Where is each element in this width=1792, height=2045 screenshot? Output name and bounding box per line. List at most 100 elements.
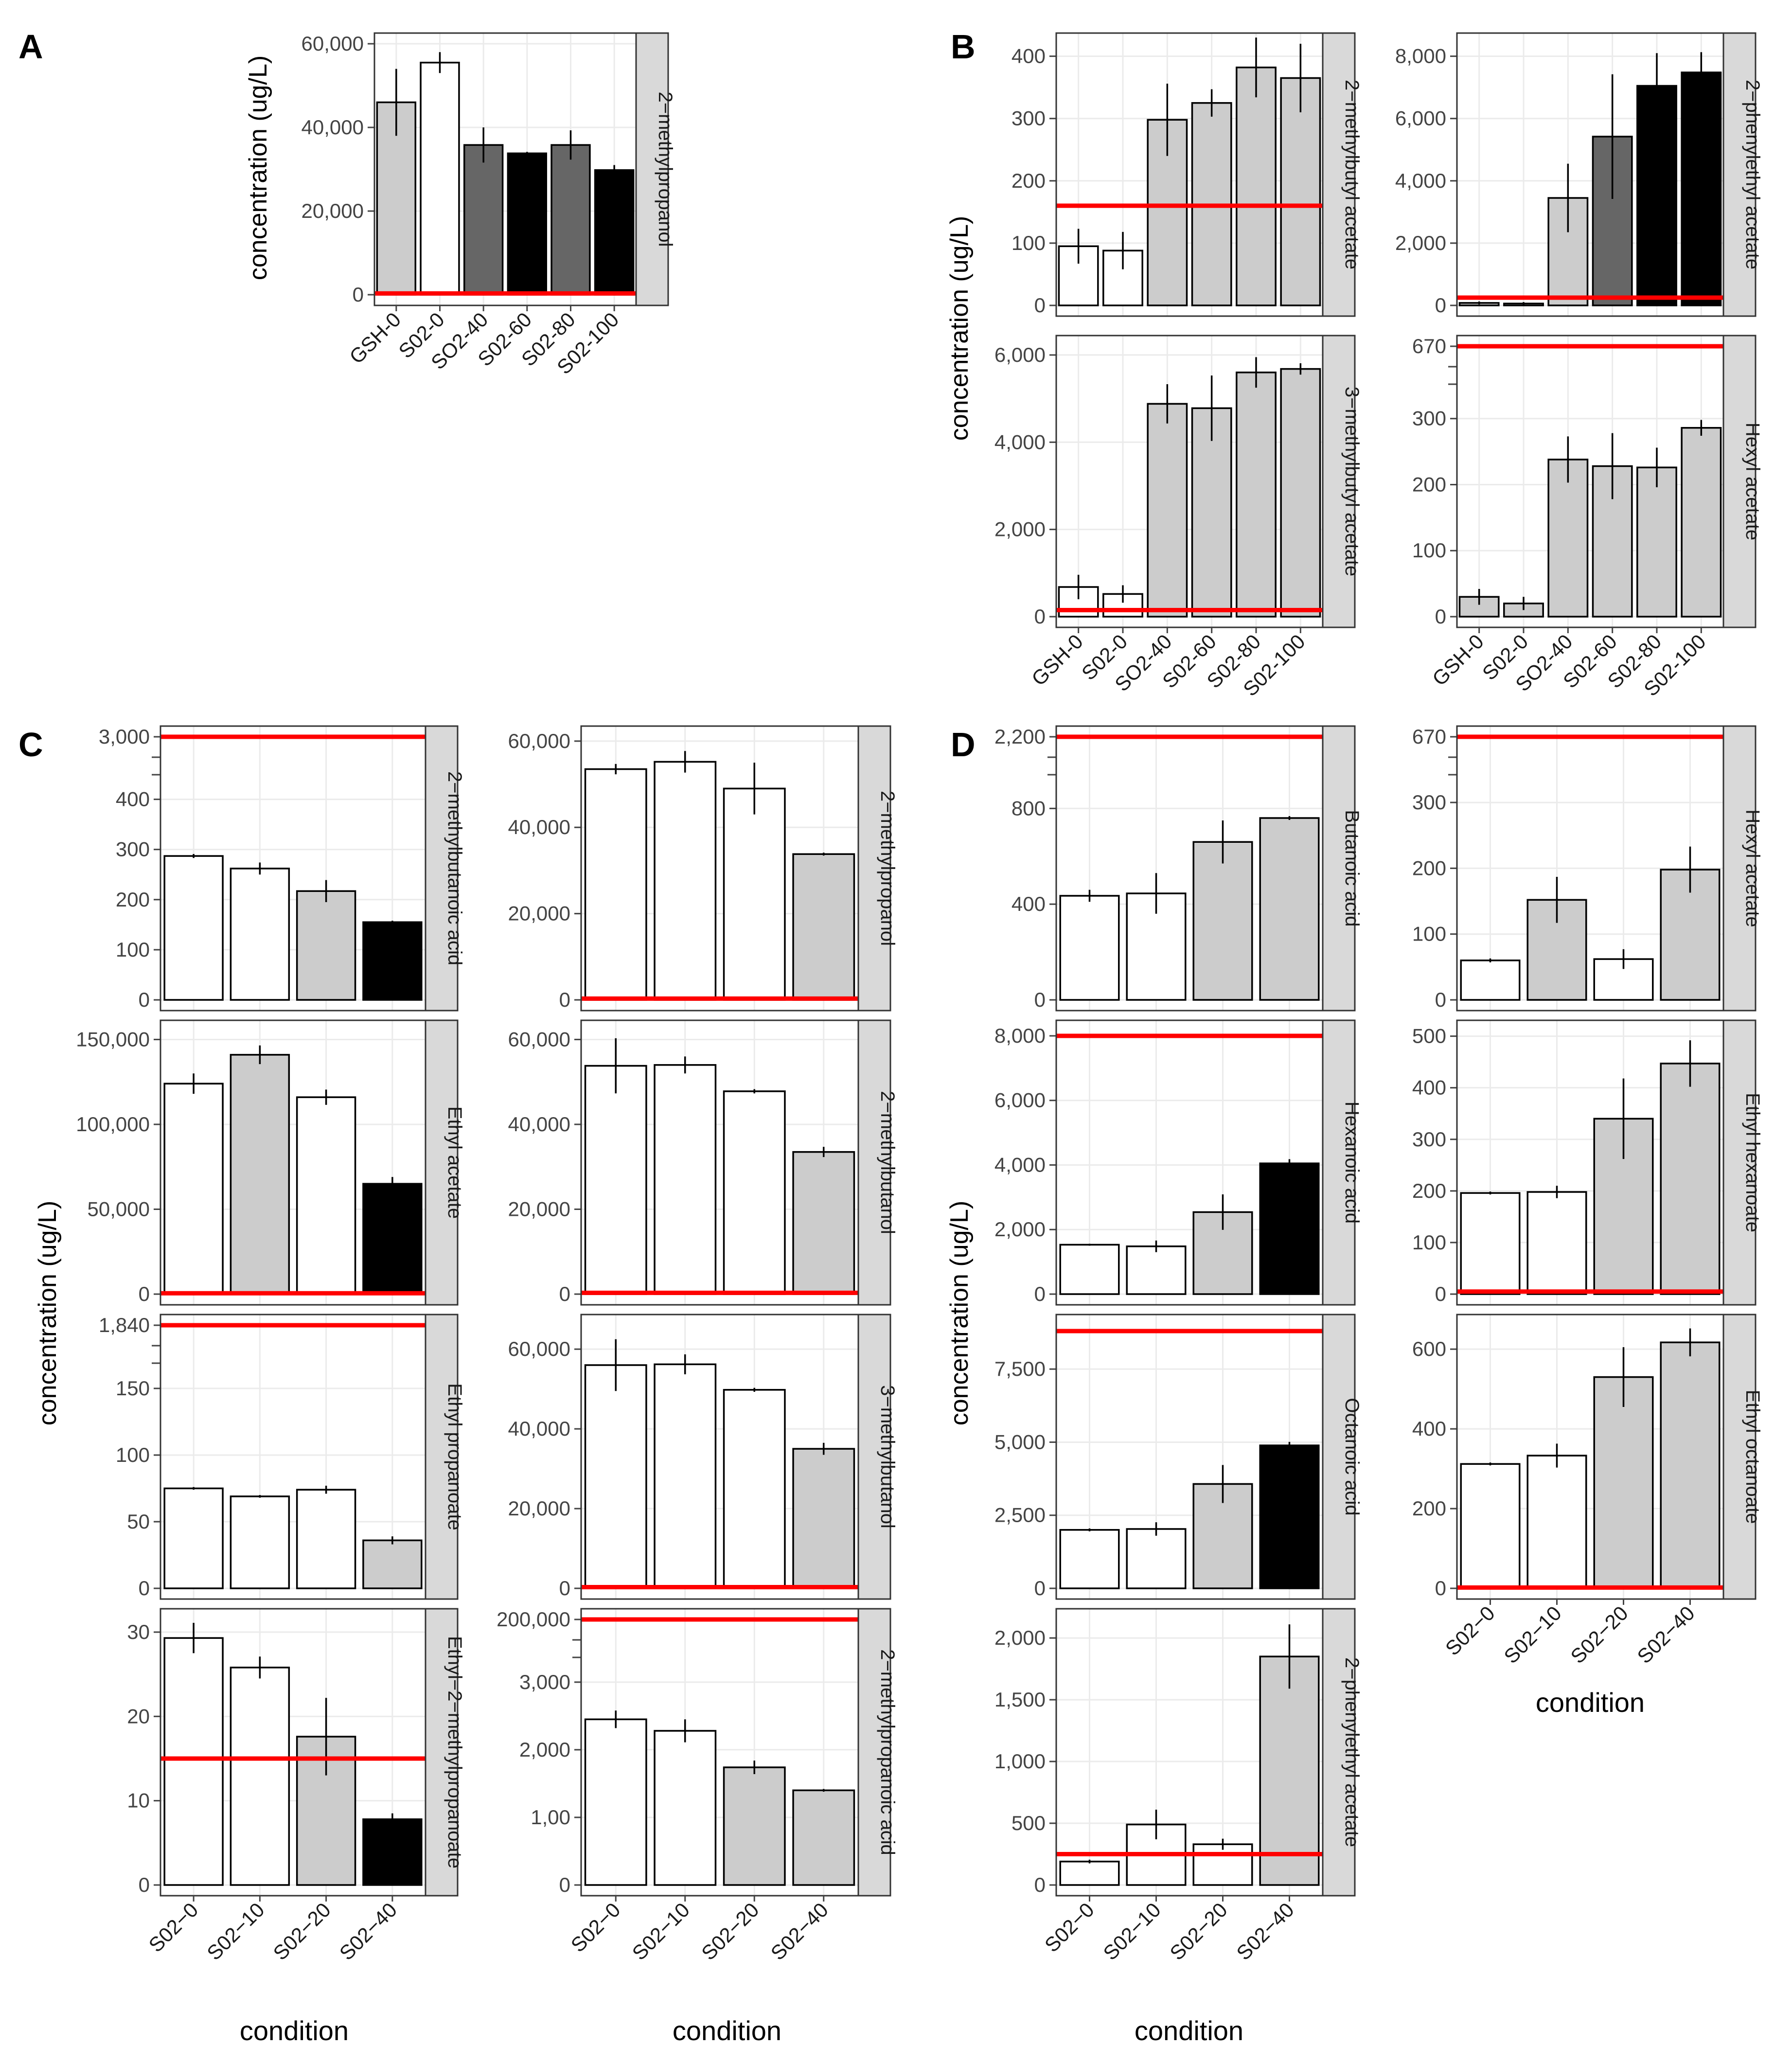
facet-strip (425, 1019, 459, 1306)
chart-c1: 3,000 0 100 200 300 400 2−methylbutanoic acid (99, 725, 465, 1012)
bar-4 (1660, 1063, 1721, 1295)
y-tick-label: 0 (1034, 1577, 1046, 1600)
bar-1 (163, 1083, 224, 1295)
bar-2 (230, 1495, 290, 1589)
y-tick-label: 10 (127, 1789, 150, 1812)
y-tick-label: 0 (1034, 294, 1046, 317)
y-tick-label: 200 (1011, 169, 1046, 192)
y-tick-label: 200 (1412, 1179, 1446, 1202)
y-tick-label: 0 (1435, 294, 1446, 317)
y-tick-label: 400 (1011, 45, 1046, 68)
bar-3 (1147, 403, 1188, 618)
y-tick-label: 40,000 (302, 116, 364, 139)
facet-strip-title: Ethyl octanoate (1742, 1390, 1763, 1524)
y-tick-label: 7,500 (994, 1357, 1046, 1380)
bar-1 (1460, 1192, 1521, 1295)
bar-1 (1059, 895, 1120, 1001)
bar-1 (1059, 1860, 1120, 1886)
panel-letters: A B C D (18, 28, 976, 764)
y-tick-label: 0 (1034, 1282, 1046, 1305)
facet-strip-title: 2−methylpropanoic acid (877, 1649, 898, 1855)
chart-b2: 0 2,000 4,000 6,000 8,000 2−phenylethyl aceta… (1395, 32, 1763, 317)
y-tick-label: 200 (1412, 856, 1446, 879)
y-tick-label: 0 (559, 1577, 570, 1600)
bar-2 (654, 1730, 717, 1886)
facet-strip-title: Hexyl acetate (1742, 809, 1763, 927)
y-tick-label: 2,000 (994, 1218, 1046, 1241)
y-tick-label: 60,000 (508, 1028, 570, 1050)
axis-labels-x: condition condition condition condition (240, 1687, 1645, 2045)
y-tick-label: 2,000 (994, 1626, 1046, 1649)
bar-3 (1593, 1376, 1654, 1589)
y-tick-label: 100 (1412, 1231, 1446, 1254)
chart-b1: 0 100 200 300 400 2−methylbutyl acetate (1011, 32, 1363, 317)
facet-strip (1322, 1314, 1356, 1600)
y-tick-label: 20,000 (508, 1197, 570, 1220)
chart-d3: 0 2,000 4,000 6,000 8,000 Hexanoic acid (994, 1019, 1363, 1306)
facet-strip (635, 32, 669, 306)
x-axis-label-c-left: condition (240, 2015, 349, 2045)
bar-2 (1526, 1455, 1587, 1589)
facet-strip-title: Ethyl−2−methylpropanoate (444, 1636, 465, 1868)
y-tick-label: 0 (1435, 605, 1446, 628)
bar-3 (296, 890, 356, 1001)
y-tick-label: 200 (1412, 473, 1446, 496)
facet-strip (1322, 1019, 1356, 1306)
bar-4 (1259, 817, 1320, 1001)
bar-1 (1460, 960, 1521, 1001)
chart-c5: 1,840 0 50 100 150 Ethyl propanoate (99, 1314, 465, 1600)
y-tick-label: 0 (139, 1577, 150, 1600)
facet-strip (1722, 725, 1757, 1012)
panel-letter-c: C (18, 726, 43, 764)
bar-2 (1526, 1191, 1587, 1295)
panel-letter-b: B (951, 28, 976, 66)
y-axis-label-d: concentration (ug/L) (945, 1201, 974, 1426)
facet-strip-title: Hexanoic acid (1341, 1102, 1363, 1224)
x-axis-label-d-right: condition (1536, 1687, 1645, 1718)
bar-1 (1059, 1244, 1120, 1295)
y-tick-label: 2,000 (994, 518, 1046, 541)
y-tick-label: 800 (1011, 797, 1046, 819)
y-tick-label: 2,000 (1395, 231, 1446, 254)
y-tick-label: 100 (116, 938, 150, 961)
y-tick-label: 0 (559, 1282, 570, 1305)
bar-4 (1191, 407, 1232, 618)
facet-strip (857, 1608, 891, 1897)
threshold-tick-label: 670 (1412, 335, 1446, 357)
y-tick-label: 0 (559, 1873, 570, 1896)
bar-1 (1058, 245, 1099, 306)
x-axis-label-d-left: condition (1135, 2015, 1243, 2045)
y-tick-label: 8,000 (994, 1024, 1046, 1047)
bar-5 (550, 144, 591, 296)
facet-strip-title: 2−phenylethyl acetate (1742, 80, 1763, 269)
panel-letter-d: D (951, 726, 976, 764)
bar-6 (1280, 77, 1321, 306)
bar-6 (594, 169, 635, 296)
bar-2 (230, 868, 290, 1001)
axis-labels-y: concentration (ug/L) concentration (ug/L… (34, 55, 974, 1426)
plot-background (1457, 33, 1723, 316)
bar-2 (230, 1054, 290, 1295)
y-tick-label: 0 (139, 1873, 150, 1896)
chart-c4: 0 20,000 40,000 60,000 2−methylbutanol (508, 1019, 898, 1306)
bar-3 (723, 787, 786, 1001)
y-tick-label: 40,000 (508, 1417, 570, 1440)
y-tick-label: 0 (1034, 605, 1046, 628)
y-tick-label: 200 (116, 888, 150, 911)
y-tick-label: 100 (116, 1443, 150, 1466)
bar-2 (1126, 1245, 1187, 1295)
bar-2 (654, 761, 717, 1001)
y-tick-label: 300 (1011, 107, 1046, 130)
chart-c2: 0 20,000 40,000 60,000 2−methylpropanol (508, 725, 898, 1012)
y-tick-label: 0 (139, 988, 150, 1011)
chart-c3: 0 50,000 100,000 150,000 Ethyl acetate (76, 1019, 465, 1306)
y-tick-label: 100 (1412, 539, 1446, 562)
chart-d7: 0 500 1,000 1,500 2,000 2−phenylethyl acetate… (994, 1608, 1363, 1965)
facet-strip (1722, 1314, 1757, 1600)
facet-strip (1722, 1019, 1757, 1306)
y-axis-label-c: concentration (ug/L) (34, 1201, 62, 1426)
y-tick-label: 0 (1034, 988, 1046, 1011)
x-axis-label-c-right: condition (673, 2015, 781, 2045)
y-tick-label: 20,000 (508, 1497, 570, 1520)
y-tick-label: 0 (559, 988, 570, 1011)
